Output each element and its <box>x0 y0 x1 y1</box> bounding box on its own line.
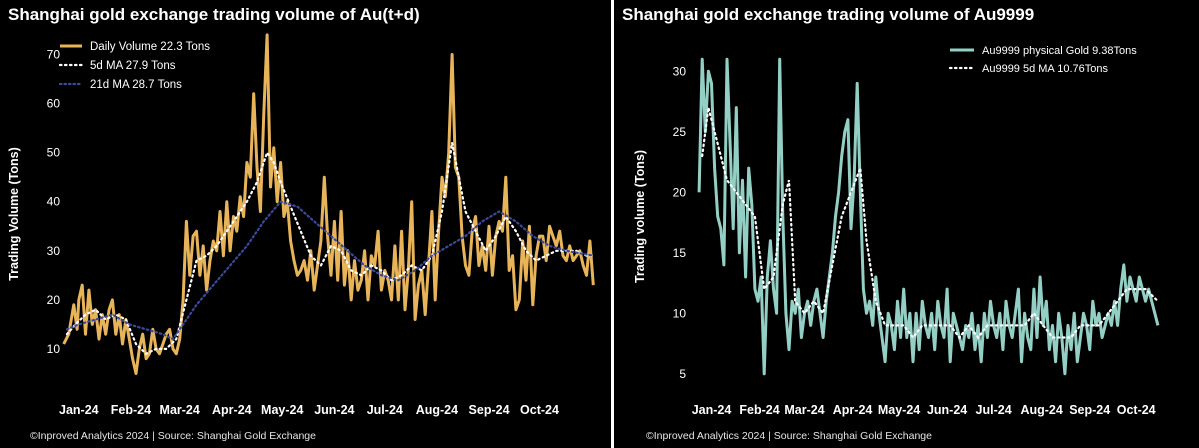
y-axis-label: Trading volume (Tons) <box>633 150 647 283</box>
x-tick-label: Sep-24 <box>469 403 510 417</box>
y-tick-label: 10 <box>47 342 61 356</box>
x-tick-label: Mar-24 <box>160 403 200 417</box>
y-tick-label: 40 <box>47 195 61 209</box>
x-tick-label: Sep-24 <box>1069 403 1110 417</box>
legend-label: 21d MA 28.7 Tons <box>90 79 182 91</box>
x-tick-label: Aug-24 <box>1020 403 1062 417</box>
chart-left-svg: 10 20 30 40 50 60 70 Trading Volume (Tons) Jan-2… <box>7 33 595 417</box>
chart-title: Shanghai gold exchange trading volume of… <box>8 5 420 24</box>
y-tick-label: 5 <box>679 367 686 381</box>
x-tick-label: Jul-24 <box>367 403 403 417</box>
y-tick-label: 60 <box>47 97 61 111</box>
legend-label: Au9999 5d MA 10.76Tons <box>982 63 1108 75</box>
series-line-1 <box>701 107 1159 340</box>
y-tick-label: 15 <box>673 246 687 260</box>
x-tick-label: Feb-24 <box>111 403 151 417</box>
y-tick-label: 10 <box>673 306 687 320</box>
series-line-2 <box>65 200 595 341</box>
legend-label: 5d MA 27.9 Tons <box>90 60 176 72</box>
x-tick-label: Oct-24 <box>1117 403 1156 417</box>
x-tick-label: Jul-24 <box>976 403 1012 417</box>
legend-label: Au9999 physical Gold 9.38Tons <box>982 45 1137 57</box>
x-tick-label: Jan-24 <box>59 403 99 417</box>
y-tick-label: 50 <box>47 146 61 160</box>
x-tick-label: Aug-24 <box>416 403 458 417</box>
x-tick-label: Feb-24 <box>739 403 779 417</box>
series-line-0 <box>62 33 595 375</box>
chart-panel-right: Shanghai gold exchange trading volume of… <box>614 0 1199 448</box>
x-tick-label: May-24 <box>261 403 303 417</box>
y-tick-label: 20 <box>47 293 61 307</box>
x-tick-label: Jan-24 <box>692 403 732 417</box>
y-tick-label: 70 <box>47 48 61 62</box>
y-tick-label: 30 <box>47 244 61 258</box>
chart-right-svg: 5 10 15 20 25 30 Trading volume (Tons) Jan-24 Fe… <box>633 45 1160 417</box>
y-axis-label: Trading Volume (Tons) <box>7 147 21 281</box>
chart-panel-left: Shanghai gold exchange trading volume of… <box>0 0 611 448</box>
chart-title: Shanghai gold exchange trading volume of… <box>622 5 1035 24</box>
y-tick-label: 30 <box>673 64 687 78</box>
x-tick-label: Oct-24 <box>520 403 559 417</box>
y-tick-label: 20 <box>673 185 687 199</box>
x-tick-label: May-24 <box>878 403 920 417</box>
legend-label: Daily Volume 22.3 Tons <box>90 41 210 53</box>
x-tick-label: Apr-24 <box>833 403 873 417</box>
series-line-0 <box>697 57 1160 376</box>
x-tick-label: Jun-24 <box>927 403 967 417</box>
x-tick-label: Mar-24 <box>784 403 824 417</box>
y-tick-label: 25 <box>673 125 687 139</box>
x-tick-label: Apr-24 <box>212 403 252 417</box>
chart-footer: ©Inproved Analytics 2024 | Source: Shang… <box>646 430 932 442</box>
series-line-1 <box>65 142 595 356</box>
x-tick-label: Jun-24 <box>314 403 354 417</box>
chart-footer: ©Inproved Analytics 2024 | Source: Shang… <box>30 430 316 442</box>
